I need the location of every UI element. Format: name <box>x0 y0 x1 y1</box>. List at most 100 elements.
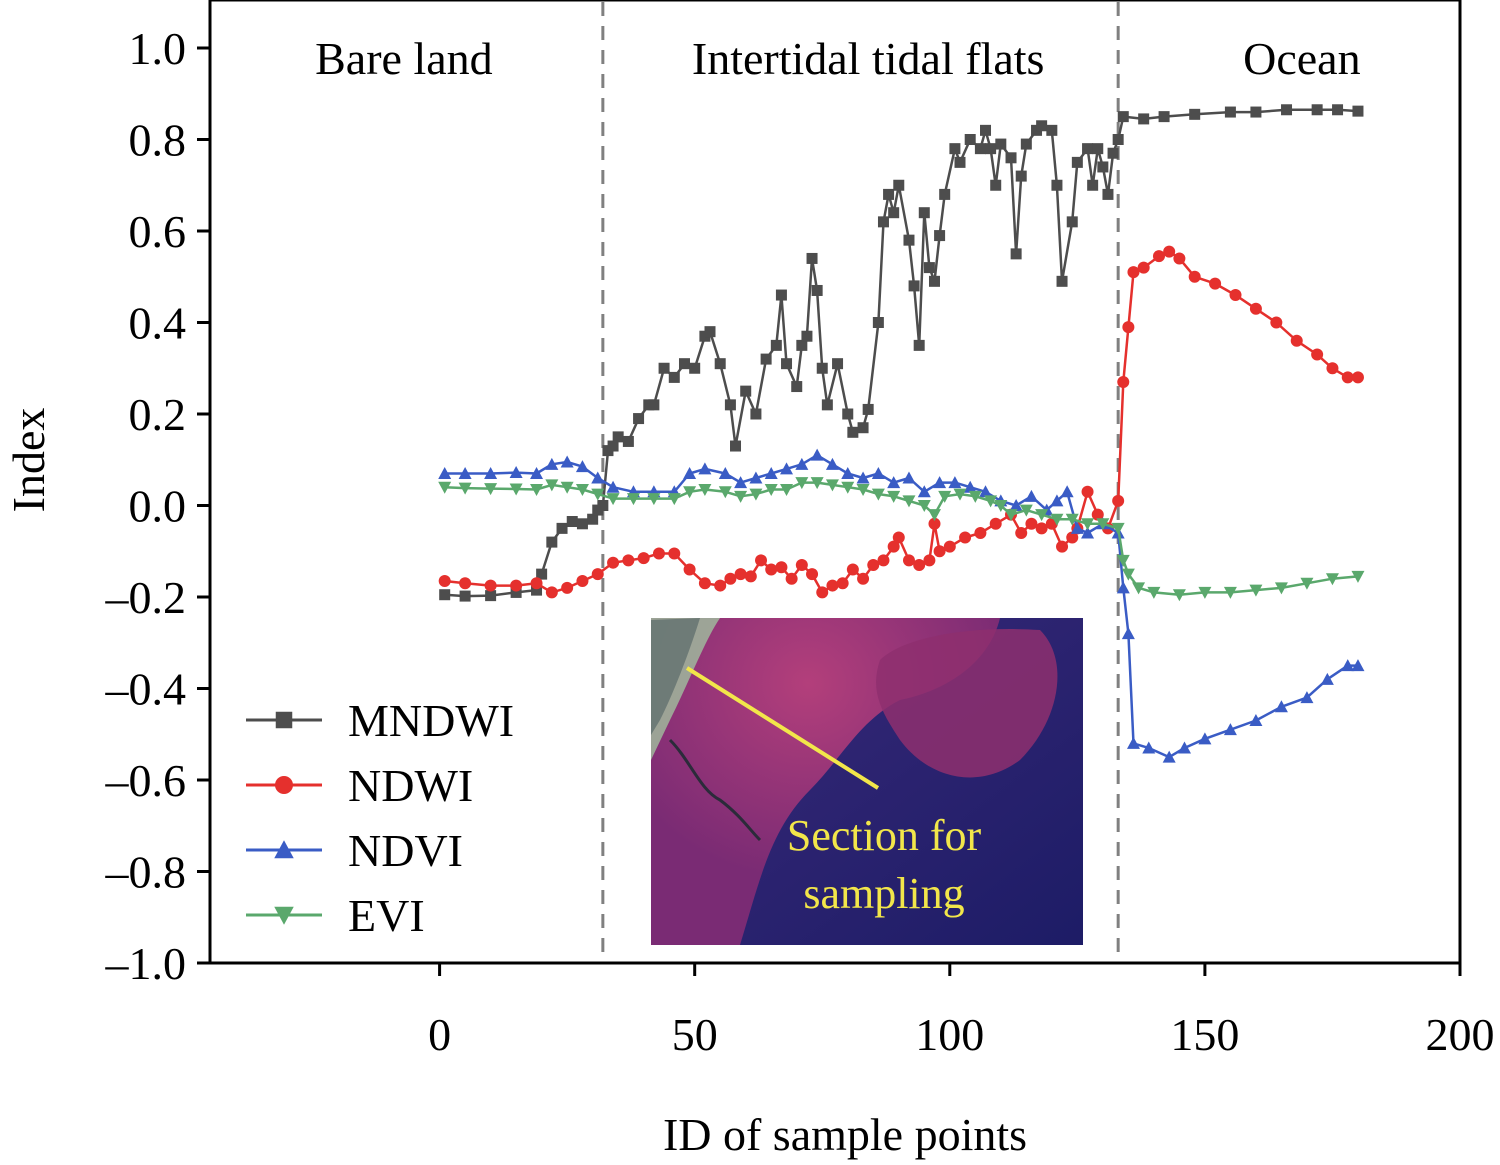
data-point-ndwi-11 <box>637 552 650 565</box>
data-point-ndwi-59 <box>1137 261 1150 274</box>
region-label-ocean: Ocean <box>1243 33 1360 84</box>
data-point-mndwi-38 <box>806 252 818 264</box>
data-point-mndwi-40 <box>816 362 828 374</box>
data-point-mndwi-57 <box>928 275 940 287</box>
data-point-mndwi-71 <box>1020 138 1032 150</box>
data-point-evi-20 <box>795 477 809 490</box>
data-point-ndwi-41 <box>959 531 972 544</box>
y-tick-label-8: –0.6 <box>105 755 187 806</box>
data-point-ndwi-42 <box>974 526 987 539</box>
data-point-mndwi-29 <box>740 385 752 397</box>
data-point-mndwi-2 <box>485 590 497 602</box>
data-point-ndvi-3 <box>509 466 523 479</box>
data-point-mndwi-52 <box>903 234 915 246</box>
data-point-mndwi-64 <box>980 124 992 136</box>
data-point-ndwi-18 <box>734 568 747 581</box>
data-point-ndvi-34 <box>1009 499 1023 511</box>
data-point-evi-2 <box>484 483 498 496</box>
legend-marker-ndvi <box>274 840 294 859</box>
data-point-ndwi-66 <box>1249 302 1262 315</box>
plot-frame <box>208 0 1462 965</box>
data-point-mndwi-44 <box>847 426 859 438</box>
data-point-ndvi-25 <box>871 466 885 479</box>
data-point-ndvi-17 <box>749 471 763 484</box>
data-point-mndwi-62 <box>964 134 976 145</box>
data-point-ndvi-13 <box>683 466 697 479</box>
data-point-mndwi-74 <box>1046 124 1058 136</box>
data-point-evi-52 <box>1300 577 1314 590</box>
data-point-evi-18 <box>764 483 778 496</box>
data-point-ndwi-45 <box>1015 526 1028 539</box>
data-point-mndwi-58 <box>934 230 946 242</box>
x-tick-label-4: 200 <box>1426 1009 1495 1060</box>
data-point-ndvi-22 <box>825 457 839 470</box>
data-point-evi-14 <box>698 483 712 496</box>
data-point-ndwi-40 <box>943 540 956 553</box>
data-point-ndvi-47 <box>1162 750 1176 763</box>
data-point-mndwi-53 <box>908 280 920 292</box>
data-point-mndwi-30 <box>750 408 762 420</box>
y-tick-label-10: –1.0 <box>105 938 187 989</box>
data-point-evi-21 <box>810 477 824 490</box>
data-point-evi-37 <box>1035 509 1049 522</box>
data-point-evi-16 <box>734 490 748 503</box>
y-axis-title: Index <box>3 408 54 513</box>
data-point-evi-51 <box>1274 582 1288 595</box>
y-tick-label-9: –0.8 <box>105 847 187 898</box>
data-point-mndwi-46 <box>862 403 874 415</box>
data-point-mndwi-90 <box>1224 106 1236 118</box>
data-point-ndwi-61 <box>1163 245 1176 258</box>
data-point-evi-41 <box>1096 518 1110 531</box>
data-point-ndwi-1 <box>459 577 472 590</box>
y-tick-label-4: 0.2 <box>129 389 187 440</box>
data-point-ndwi-10 <box>622 554 635 567</box>
data-point-mndwi-45 <box>857 422 869 434</box>
inset-bare-land-shade <box>651 618 700 735</box>
data-point-mndwi-36 <box>796 339 808 351</box>
data-point-evi-1 <box>458 482 472 495</box>
data-point-evi-29 <box>927 509 941 522</box>
data-point-mndwi-41 <box>821 399 833 411</box>
data-point-ndwi-65 <box>1229 289 1242 302</box>
data-point-ndwi-36 <box>913 558 926 571</box>
data-point-evi-44 <box>1121 568 1135 581</box>
data-point-ndvi-49 <box>1198 732 1212 745</box>
data-point-ndvi-15 <box>718 466 732 479</box>
data-point-mndwi-75 <box>1051 179 1063 191</box>
data-point-ndwi-69 <box>1311 348 1324 361</box>
data-point-ndwi-6 <box>561 581 574 594</box>
data-point-ndvi-48 <box>1177 741 1191 754</box>
data-point-mndwi-70 <box>1015 170 1027 182</box>
legend-item-evi: EVI <box>246 890 425 941</box>
series-mndwi <box>439 104 1364 602</box>
data-point-evi-30 <box>938 490 952 503</box>
region-labels: Bare land Intertidal tidal flats Ocean <box>315 33 1360 84</box>
data-point-evi-50 <box>1249 584 1263 597</box>
data-point-ndvi-30 <box>948 476 962 489</box>
y-tick-label-0: 1.0 <box>129 23 187 74</box>
data-point-ndvi-32 <box>979 485 993 498</box>
legend-marker-mndwi <box>275 711 293 729</box>
data-point-ndwi-4 <box>530 577 543 590</box>
data-point-mndwi-43 <box>842 408 854 420</box>
data-point-mndwi-49 <box>883 188 895 200</box>
data-point-ndwi-23 <box>785 572 798 585</box>
data-point-ndwi-28 <box>836 577 849 590</box>
data-point-evi-12 <box>667 493 681 506</box>
x-tick-label-2: 100 <box>915 1009 984 1060</box>
data-point-mndwi-23 <box>689 362 701 374</box>
data-point-mndwi-81 <box>1092 143 1104 155</box>
legend-label-mndwi: MNDWI <box>348 695 514 746</box>
legend-label-ndwi: NDWI <box>348 760 473 811</box>
data-point-evi-45 <box>1132 582 1146 595</box>
data-point-mndwi-16 <box>622 435 634 447</box>
data-point-mndwi-65 <box>985 143 997 155</box>
x-tick-label-1: 50 <box>672 1009 718 1060</box>
y-tick-label-5: 0.0 <box>129 481 187 532</box>
data-point-mndwi-76 <box>1056 275 1068 287</box>
data-point-ndvi-27 <box>902 471 916 484</box>
data-point-ndwi-16 <box>714 579 727 592</box>
data-point-mndwi-22 <box>678 358 690 370</box>
data-point-ndwi-33 <box>887 540 900 553</box>
